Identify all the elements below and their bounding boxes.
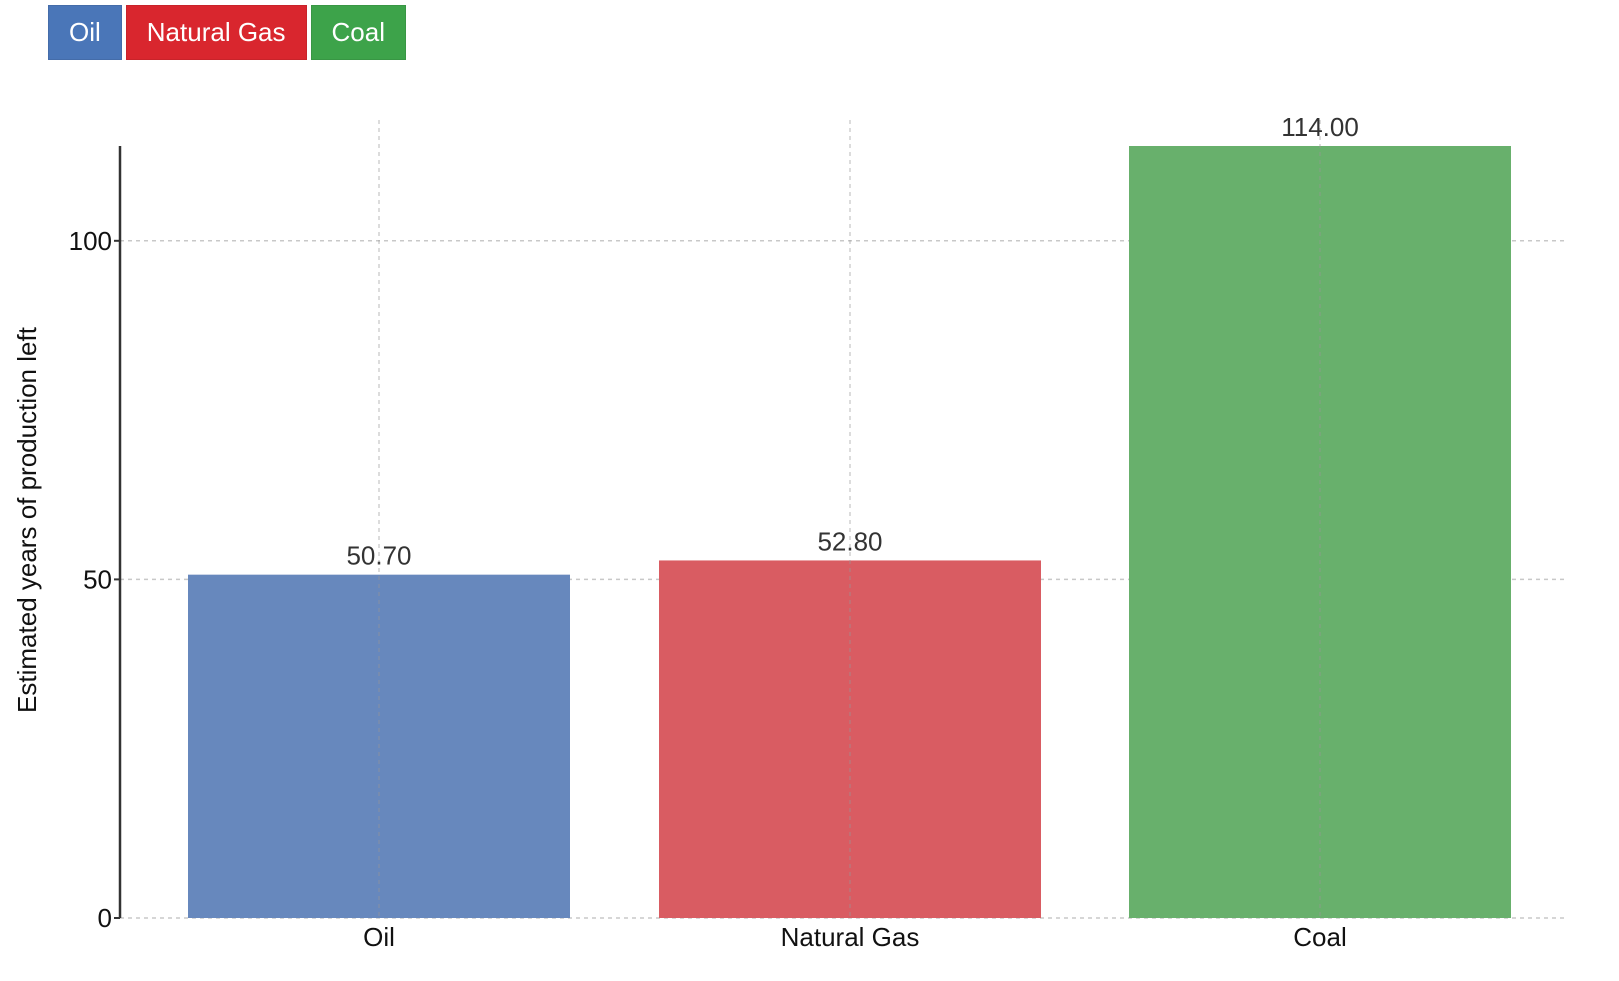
y-axis-title: Estimated years of production left bbox=[12, 326, 42, 713]
y-axis-ticks: 0 50 100 bbox=[69, 226, 120, 933]
legend-button-natural-gas[interactable]: Natural Gas bbox=[125, 5, 307, 60]
vertical-grid bbox=[378, 120, 1321, 918]
y-tick-label: 100 bbox=[69, 226, 112, 256]
data-label: 52.80 bbox=[817, 526, 882, 556]
bars bbox=[188, 146, 1511, 918]
data-label: 114.00 bbox=[1281, 112, 1359, 142]
x-tick-label: Coal bbox=[1293, 922, 1346, 952]
legend-button-coal[interactable]: Coal bbox=[310, 5, 406, 60]
data-labels: 50.70 52.80 114.00 bbox=[346, 112, 1358, 571]
y-tick-label: 50 bbox=[83, 564, 112, 594]
bar-oil bbox=[188, 574, 570, 918]
legend: Oil Natural Gas Coal bbox=[48, 5, 406, 60]
x-tick-label: Natural Gas bbox=[781, 922, 920, 952]
data-label: 50.70 bbox=[346, 541, 411, 571]
x-tick-label: Oil bbox=[363, 922, 395, 952]
bar-coal bbox=[1129, 146, 1511, 918]
bar-natural-gas bbox=[659, 560, 1041, 918]
y-tick-label: 0 bbox=[98, 903, 112, 933]
legend-button-oil[interactable]: Oil bbox=[48, 5, 122, 60]
x-axis-ticks: Oil Natural Gas Coal bbox=[363, 922, 1347, 952]
